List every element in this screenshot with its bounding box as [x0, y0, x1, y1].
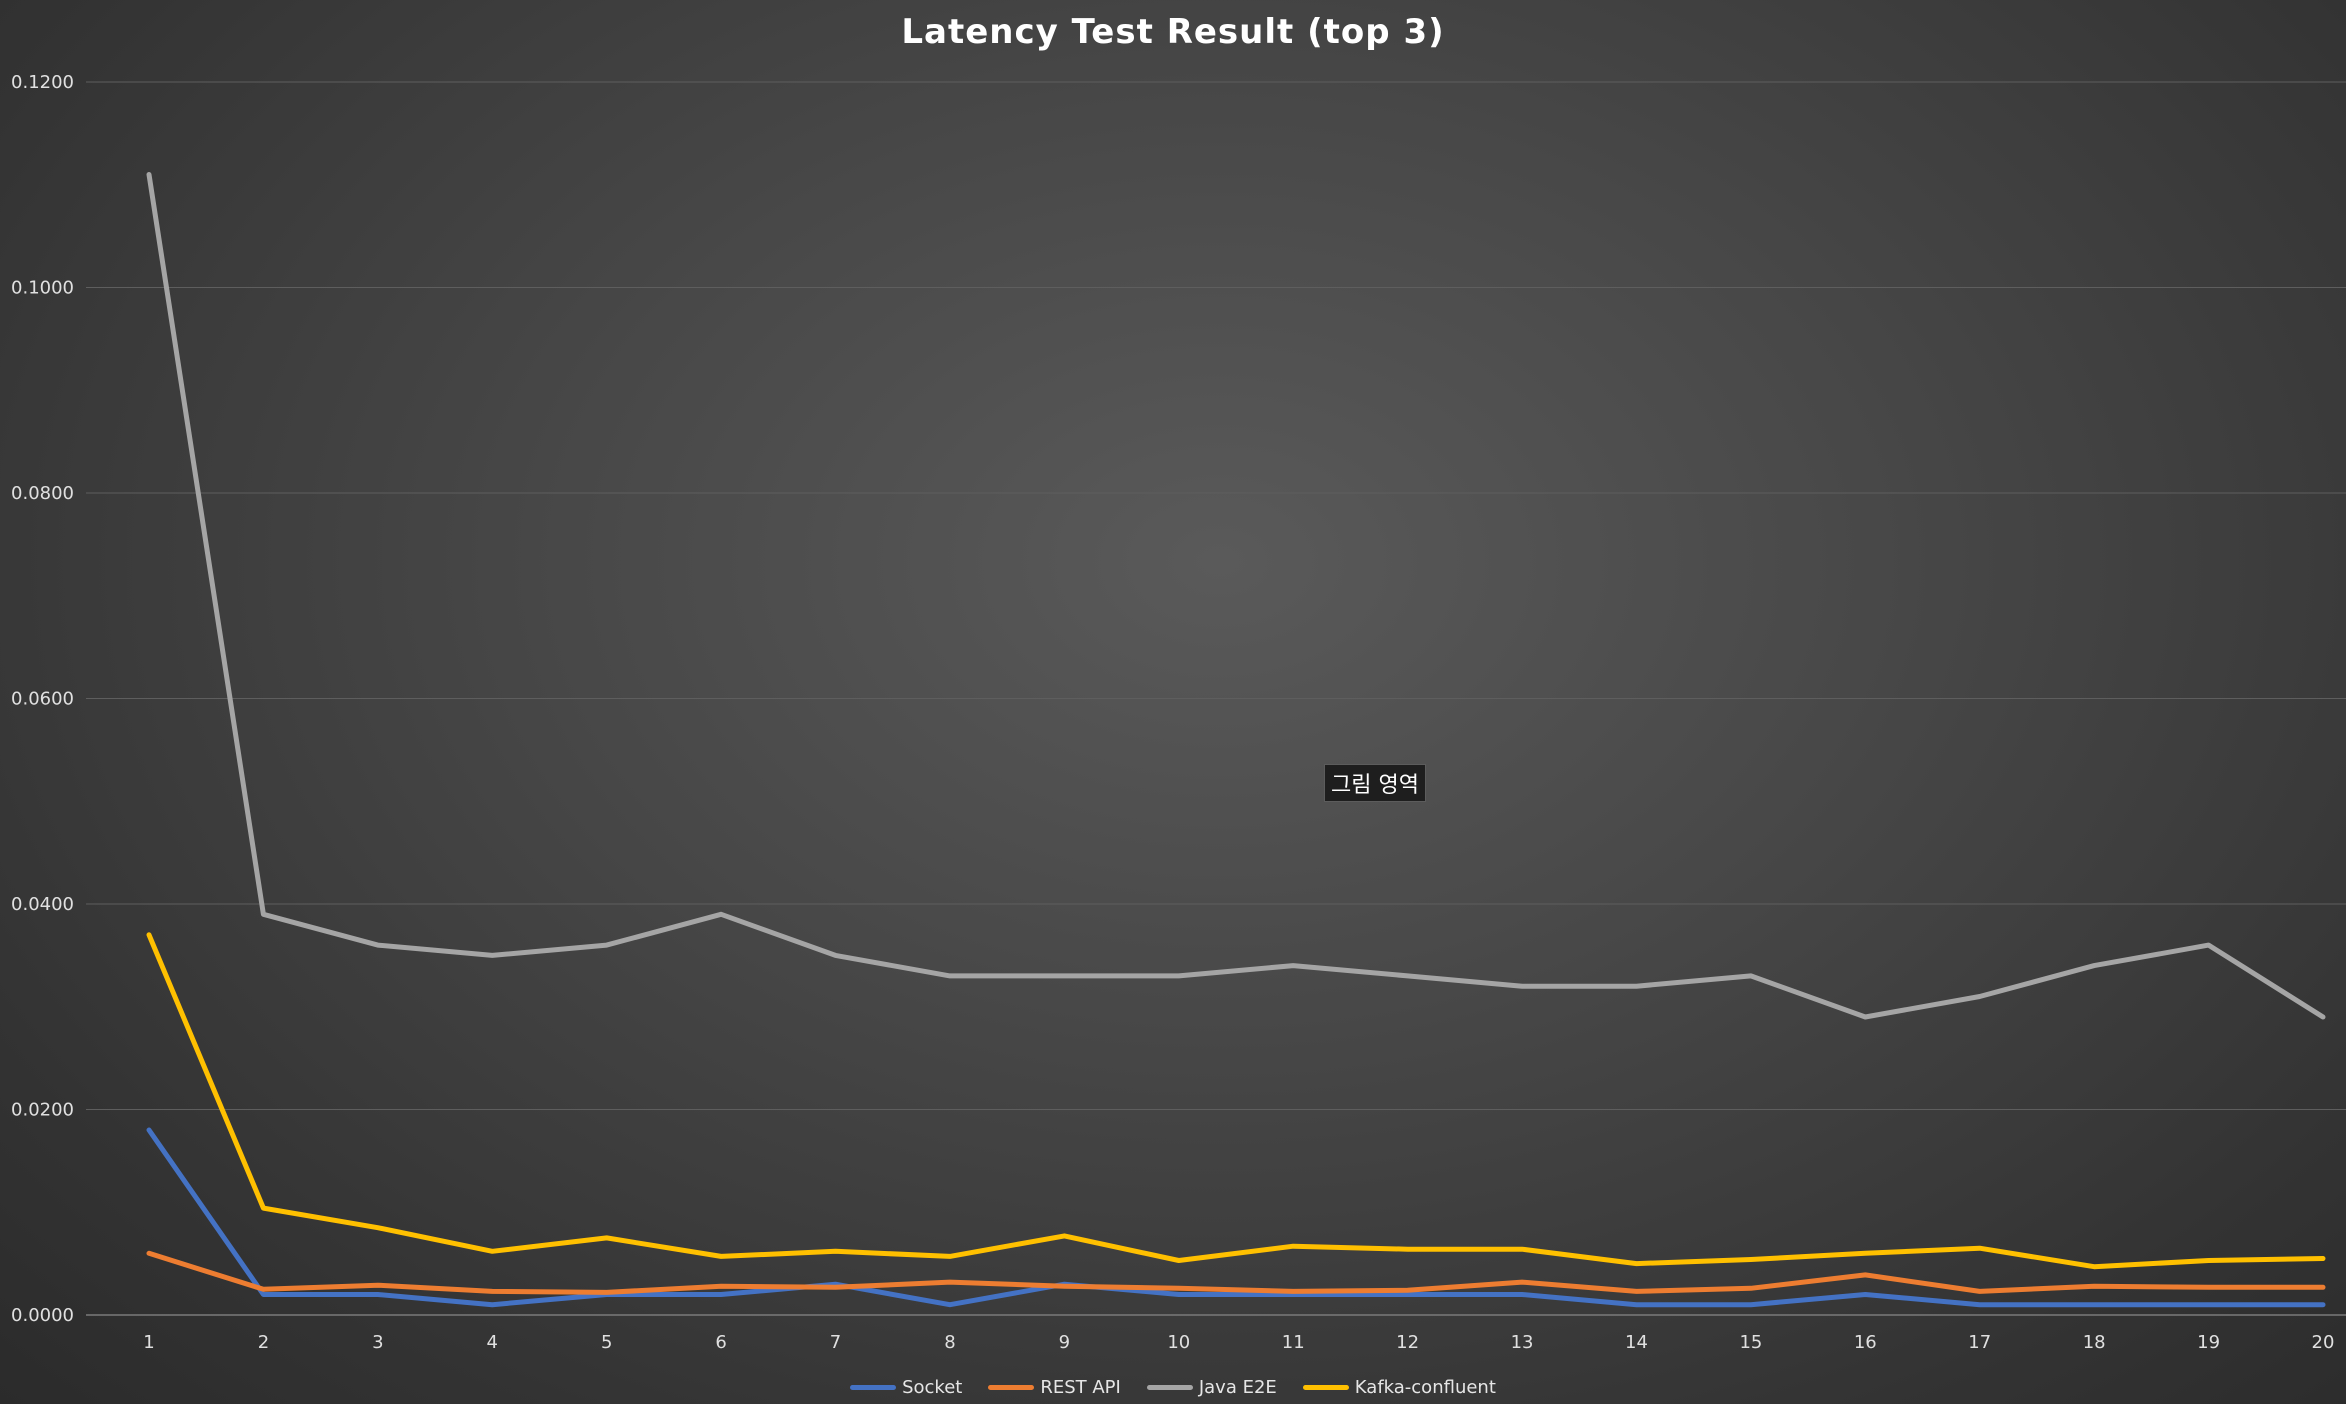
- x-tick-label: 10: [1167, 1332, 1190, 1353]
- legend-item[interactable]: REST API: [988, 1377, 1121, 1398]
- x-tick-label: 4: [487, 1332, 498, 1353]
- y-tick-label: 0.1200: [11, 72, 74, 93]
- legend-swatch: [850, 1384, 897, 1390]
- chart-title: Latency Test Result (top 3): [901, 12, 1445, 52]
- x-tick-label: 12: [1396, 1332, 1419, 1353]
- legend-label: Java E2E: [1198, 1376, 1277, 1398]
- plot-area-tooltip: 그림 영역: [1324, 764, 1426, 802]
- series-line: [146, 1127, 2326, 1308]
- series-rest-api: [146, 1250, 2326, 1295]
- x-tick-label: 1: [143, 1332, 154, 1353]
- x-tick-label: 3: [372, 1332, 383, 1353]
- x-tick-label: 9: [1059, 1332, 1070, 1353]
- x-tick-label: 7: [830, 1332, 841, 1353]
- x-tick-label: 8: [944, 1332, 955, 1353]
- series-line: [146, 1250, 2326, 1295]
- y-tick-label: 0.0800: [11, 483, 74, 504]
- legend-item[interactable]: Socket: [850, 1377, 962, 1398]
- y-tick-label: 0.0200: [11, 1100, 74, 1121]
- x-tick-label: 18: [2083, 1332, 2106, 1353]
- legend-label: REST API: [1040, 1376, 1121, 1398]
- y-tick-label: 0.0000: [11, 1305, 74, 1326]
- legend-item[interactable]: Kafka-confluent: [1302, 1376, 1496, 1398]
- x-tick-label: 20: [2312, 1332, 2335, 1353]
- legend-label: Kafka-confluent: [1354, 1376, 1496, 1398]
- legend-swatch: [1146, 1384, 1193, 1390]
- x-tick-label: 5: [601, 1332, 612, 1353]
- legend-label: Socket: [902, 1376, 963, 1398]
- chart-legend[interactable]: Socket REST API Java E2E Kafka-confluent: [0, 1374, 2346, 1400]
- x-tick-label: 2: [258, 1332, 269, 1353]
- legend-swatch: [988, 1384, 1035, 1390]
- y-tick-label: 0.0400: [11, 894, 74, 915]
- x-tick-label: 11: [1282, 1332, 1305, 1353]
- x-tick-label: 15: [1739, 1332, 1762, 1353]
- y-axis-ticks: 0.0000 0.0200 0.0400 0.0600 0.0800 0.1000 0.12…: [11, 72, 74, 1326]
- x-tick-label: 19: [2197, 1332, 2220, 1353]
- legend-swatch: [1302, 1384, 1349, 1390]
- x-tick-label: 16: [1854, 1332, 1877, 1353]
- series-line: [146, 932, 2326, 1270]
- x-tick-label: 13: [1511, 1332, 1534, 1353]
- x-tick-label: 14: [1625, 1332, 1648, 1353]
- series-socket: [146, 1127, 2326, 1308]
- series-line: [146, 172, 2326, 1020]
- x-tick-label: 17: [1968, 1332, 1991, 1353]
- gridlines: [86, 81, 2346, 1316]
- y-tick-label: 0.1000: [11, 278, 74, 299]
- y-tick-label: 0.0600: [11, 689, 74, 710]
- legend-item[interactable]: Java E2E: [1146, 1376, 1277, 1398]
- series-java-e2e: [146, 172, 2326, 1020]
- x-tick-label: 6: [715, 1332, 726, 1353]
- series-kafka-confluent: [146, 932, 2326, 1270]
- x-axis-ticks: 1 2 3 4 5 6 7 8 9 10 11 12 13 14 15 16 17 18 19 20: [143, 1332, 2334, 1353]
